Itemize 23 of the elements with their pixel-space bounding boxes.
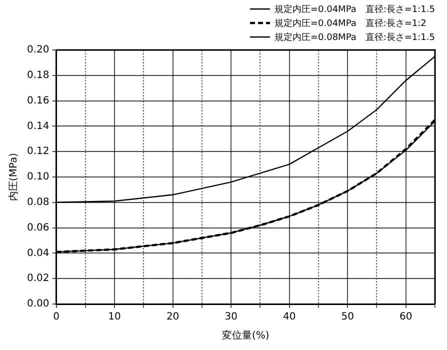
y-tick-label: 0.08 xyxy=(27,196,50,208)
y-tick-label: 0.14 xyxy=(27,120,50,132)
y-tick-label: 0.10 xyxy=(27,172,50,183)
y-tick-label: 0.12 xyxy=(27,146,50,158)
y-axis-title: 内圧(MPa) xyxy=(8,152,20,202)
x-tick-label: 10 xyxy=(108,312,121,323)
y-tick-label: 0.16 xyxy=(27,95,50,106)
x-tick-label: 60 xyxy=(400,312,412,323)
y-tick-label: 0.02 xyxy=(27,273,50,284)
x-tick-label: 30 xyxy=(224,312,238,323)
y-tick-label: 0.20 xyxy=(27,44,50,56)
x-tick-label: 20 xyxy=(166,312,180,323)
legend-label: 規定内圧=0.04MPa 直径:長さ=1:2 xyxy=(274,18,426,30)
x-tick-label: 40 xyxy=(282,312,296,323)
x-axis-title: 変位量(%) xyxy=(222,330,270,342)
y-tick-label: 0.04 xyxy=(27,248,50,259)
y-tick-label: 0.06 xyxy=(27,222,50,234)
y-tick-label: 0.18 xyxy=(27,70,50,81)
y-tick-label: 0.00 xyxy=(27,298,50,310)
x-tick-label: 0 xyxy=(53,312,60,323)
x-tick-label: 50 xyxy=(341,312,354,323)
legend-label: 規定内圧=0.08MPa 直径:長さ=1:1.5 xyxy=(274,32,435,44)
legend-label: 規定内圧=0.04MPa 直径:長さ=1:1.5 xyxy=(274,4,435,16)
